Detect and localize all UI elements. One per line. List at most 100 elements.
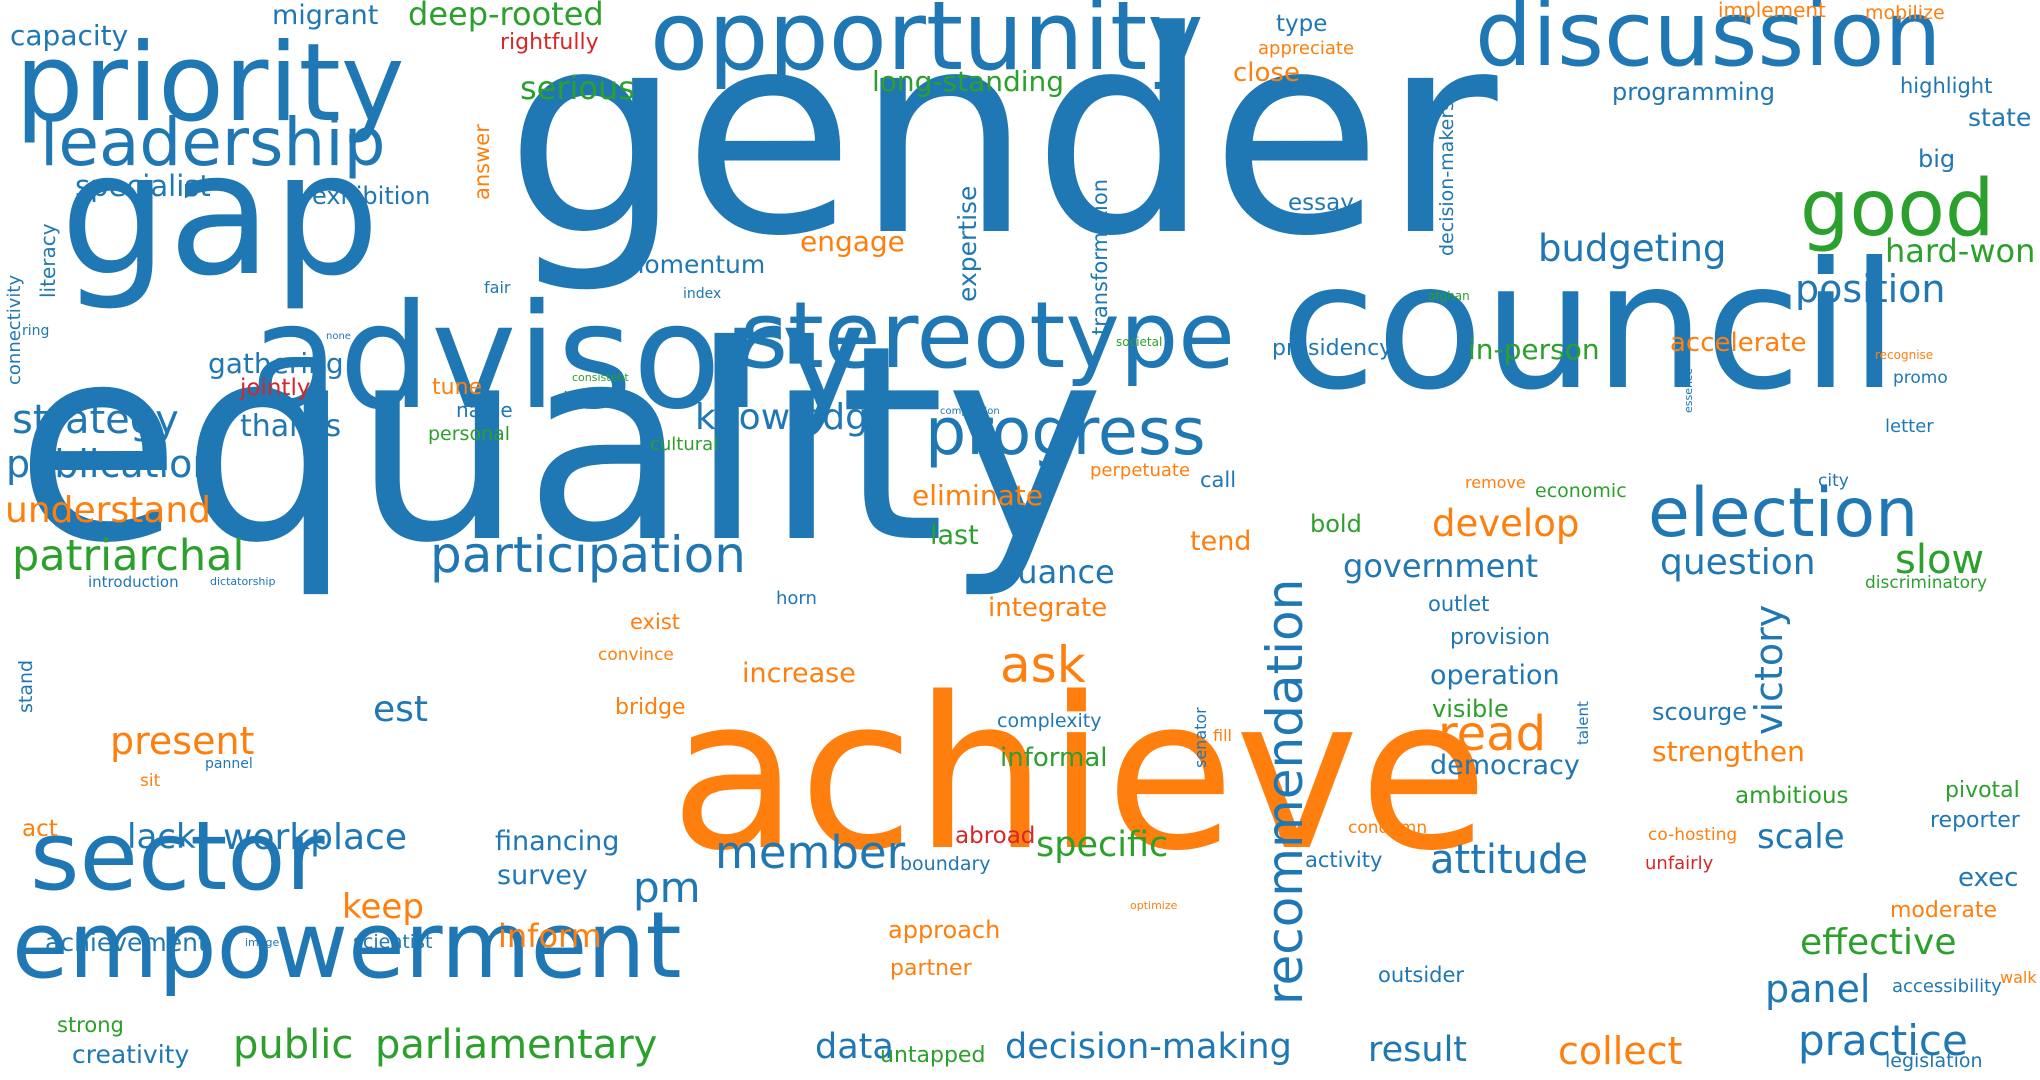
word-practice: practice	[1798, 1016, 1968, 1065]
word-deep-rooted: deep-rooted	[408, 0, 604, 33]
word-act: act	[22, 816, 58, 842]
word-workplace: workplace	[223, 817, 407, 858]
word-abroad: abroad	[955, 823, 1036, 849]
word-position: position	[1795, 267, 1946, 311]
word-co-hosting: co-hosting	[1648, 825, 1738, 845]
word-discussion: discussion	[1475, 0, 1942, 87]
word-introduction: introduction	[88, 573, 179, 591]
word-remove: remove	[1465, 473, 1526, 492]
word-progress: progress	[925, 395, 1206, 470]
word-unfairly: unfairly	[1645, 853, 1714, 874]
word-inform: inform	[498, 917, 602, 955]
word-result: result	[1368, 1030, 1468, 1070]
word-serious: serious	[520, 69, 635, 107]
word-programming: programming	[1612, 78, 1775, 106]
word-walk: walk	[2000, 968, 2037, 987]
word-publication: publication	[6, 442, 217, 486]
word-state: state	[1968, 103, 2032, 132]
word-stand: stand	[15, 659, 37, 713]
word-provision: provision	[1450, 625, 1551, 650]
word-integrate: integrate	[988, 593, 1108, 623]
word-ask: ask	[1000, 636, 1086, 694]
word-convince: convince	[598, 645, 674, 665]
word-develop: develop	[1432, 502, 1580, 545]
word-consistent: consistent	[572, 371, 629, 384]
word-pivotal: pivotal	[1945, 778, 2020, 803]
word-exist: exist	[630, 610, 680, 634]
word-eliminate: eliminate	[912, 479, 1043, 512]
word-gathering: gathering	[208, 347, 344, 380]
word-capacity: capacity	[10, 19, 129, 52]
word-horn: horn	[776, 588, 817, 609]
word-est: est	[373, 689, 429, 730]
word-public: public	[233, 1022, 354, 1068]
word-boundary: boundary	[900, 853, 991, 875]
word-advisory: advisory	[250, 273, 867, 442]
word-gap: gap	[60, 116, 380, 314]
word-implement: implement	[1718, 0, 1826, 22]
word-promo: promo	[1893, 368, 1948, 388]
word-scientist: scientist	[353, 931, 433, 953]
word-fill: fill	[1213, 726, 1232, 745]
word-strengthen: strengthen	[1652, 735, 1805, 768]
word-operation: operation	[1430, 660, 1560, 691]
word-democracy: democracy	[1430, 750, 1580, 781]
word-literacy: literacy	[36, 223, 60, 298]
word-recognise: recognise	[1875, 348, 1934, 362]
word-priority: priority	[15, 21, 405, 146]
word-essay: essay	[1288, 190, 1354, 216]
word-financing: financing	[495, 826, 620, 857]
word-knowledge: knowledge	[695, 397, 891, 438]
word-bold: bold	[1310, 510, 1362, 538]
word-close: close	[1233, 58, 1300, 88]
word-budgeting: budgeting	[1538, 227, 1727, 270]
word-effective: effective	[1800, 922, 1957, 963]
word-long-standing: long-standing	[872, 65, 1065, 98]
word-engage: engage	[800, 225, 905, 258]
word-untapped: untapped	[880, 1043, 986, 1068]
word-image: image	[245, 936, 280, 949]
word-achievement: achievement	[45, 928, 208, 957]
word-parliamentary: parliamentary	[375, 1022, 658, 1068]
word-bridge: bridge	[615, 695, 686, 720]
word-name: name	[456, 398, 513, 422]
word-city: city	[1818, 471, 1849, 491]
word-personal: personal	[428, 423, 511, 445]
word-moderate: moderate	[1890, 898, 1998, 923]
word-lack: lack	[127, 817, 196, 857]
word-ambitious: ambitious	[1735, 783, 1849, 809]
word-survey: survey	[497, 860, 588, 891]
word-increase: increase	[742, 658, 856, 689]
word-highlight: highlight	[1900, 74, 1993, 98]
word-appreciate: appreciate	[1258, 38, 1355, 59]
word-recommendation: recommendation	[1256, 578, 1314, 1005]
word-victory: victory	[1747, 604, 1791, 735]
word-outsider: outsider	[1378, 963, 1465, 987]
word-outlet: outlet	[1428, 592, 1490, 616]
word-specialist: specialist	[75, 169, 211, 203]
word-slow: slow	[1895, 537, 1985, 583]
word-connectivity: connectivity	[4, 274, 25, 385]
word-creativity: creativity	[72, 1040, 190, 1069]
word-in-person: in-person	[1468, 333, 1600, 366]
word-strong: strong	[57, 1013, 124, 1037]
word-achieve: achieve	[670, 652, 1489, 897]
word-participation: participation	[430, 526, 746, 584]
word-sector: sector	[30, 802, 325, 912]
word-index: index	[683, 286, 722, 302]
word-exhibition: exhibition	[312, 182, 431, 210]
word-council: council	[1280, 226, 1899, 429]
word-last: last	[930, 520, 979, 551]
word-afghan: afghan	[1428, 289, 1470, 303]
word-partner: partner	[890, 956, 972, 981]
word-migrant: migrant	[272, 0, 379, 31]
word-fair: fair	[484, 278, 511, 297]
word-keep: keep	[342, 887, 424, 927]
word-momentum: momentum	[620, 250, 766, 279]
word-specific: specific	[1036, 825, 1169, 865]
word-exec: exec	[1958, 863, 2019, 893]
word-good: good	[1800, 164, 1995, 254]
word-empowerment: empowerment	[12, 892, 682, 999]
word-member: member	[715, 826, 906, 879]
